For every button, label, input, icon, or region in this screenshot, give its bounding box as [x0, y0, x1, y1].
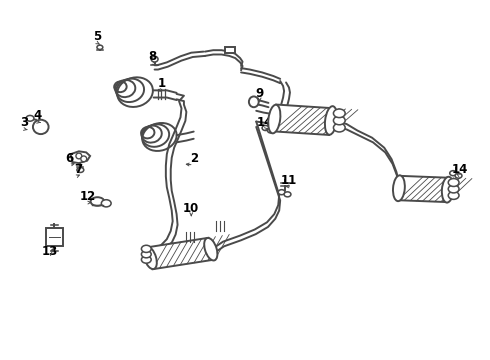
Text: 3: 3 — [20, 116, 28, 129]
Polygon shape — [225, 47, 235, 53]
Text: 14: 14 — [452, 163, 468, 176]
Ellipse shape — [142, 251, 151, 258]
Ellipse shape — [284, 192, 291, 197]
Text: 1: 1 — [158, 77, 166, 90]
Ellipse shape — [333, 123, 345, 132]
Ellipse shape — [393, 175, 405, 201]
Text: 7: 7 — [74, 163, 82, 176]
Ellipse shape — [268, 105, 280, 133]
Ellipse shape — [442, 177, 454, 203]
Ellipse shape — [455, 173, 462, 178]
Ellipse shape — [448, 192, 459, 199]
Ellipse shape — [91, 197, 104, 206]
Ellipse shape — [151, 56, 158, 62]
Ellipse shape — [204, 238, 218, 261]
Ellipse shape — [142, 256, 151, 263]
Polygon shape — [398, 176, 449, 202]
Ellipse shape — [278, 190, 285, 195]
Ellipse shape — [262, 126, 269, 131]
Ellipse shape — [97, 45, 103, 49]
Text: 14: 14 — [256, 116, 273, 129]
Polygon shape — [273, 104, 332, 135]
Ellipse shape — [448, 185, 459, 193]
Text: 2: 2 — [190, 152, 198, 165]
Text: 12: 12 — [79, 190, 96, 203]
Ellipse shape — [76, 153, 82, 159]
Ellipse shape — [26, 116, 34, 121]
Ellipse shape — [268, 128, 274, 133]
Polygon shape — [71, 151, 90, 163]
Ellipse shape — [101, 200, 111, 207]
Ellipse shape — [33, 120, 49, 134]
Text: 13: 13 — [42, 245, 58, 258]
Ellipse shape — [333, 116, 345, 125]
Ellipse shape — [249, 96, 259, 107]
Text: 4: 4 — [33, 109, 42, 122]
Ellipse shape — [81, 156, 87, 162]
Text: 11: 11 — [281, 174, 297, 186]
Ellipse shape — [333, 109, 345, 118]
Text: 6: 6 — [65, 152, 73, 165]
Ellipse shape — [450, 171, 457, 176]
Ellipse shape — [142, 245, 151, 252]
Ellipse shape — [77, 167, 84, 172]
Ellipse shape — [448, 179, 459, 186]
Polygon shape — [147, 238, 215, 269]
Text: 10: 10 — [183, 202, 199, 215]
Polygon shape — [46, 228, 63, 246]
Text: 9: 9 — [255, 87, 264, 100]
Ellipse shape — [325, 106, 337, 135]
Ellipse shape — [144, 247, 157, 269]
Text: 5: 5 — [93, 30, 101, 43]
Text: 8: 8 — [148, 50, 156, 63]
